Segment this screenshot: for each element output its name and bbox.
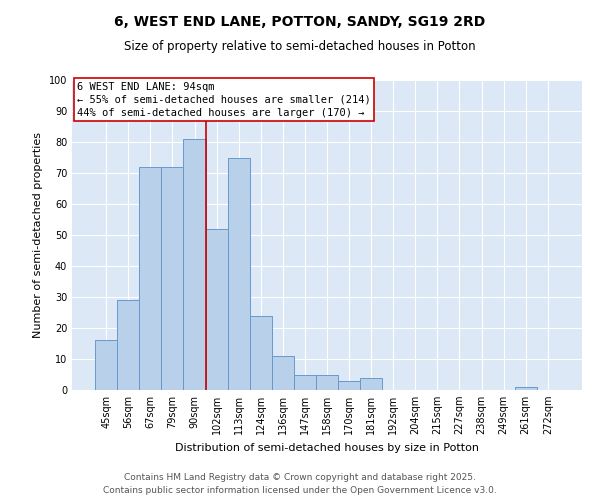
Bar xyxy=(95,340,117,390)
Text: Size of property relative to semi-detached houses in Potton: Size of property relative to semi-detach… xyxy=(124,40,476,53)
Bar xyxy=(117,300,139,390)
Bar xyxy=(184,139,206,390)
Text: 6, WEST END LANE, POTTON, SANDY, SG19 2RD: 6, WEST END LANE, POTTON, SANDY, SG19 2R… xyxy=(115,15,485,29)
Bar xyxy=(294,374,316,390)
X-axis label: Distribution of semi-detached houses by size in Potton: Distribution of semi-detached houses by … xyxy=(175,442,479,452)
Bar xyxy=(250,316,272,390)
Bar xyxy=(161,167,184,390)
Bar xyxy=(338,380,360,390)
Text: Contains HM Land Registry data © Crown copyright and database right 2025.
Contai: Contains HM Land Registry data © Crown c… xyxy=(103,474,497,495)
Bar xyxy=(227,158,250,390)
Bar xyxy=(139,167,161,390)
Y-axis label: Number of semi-detached properties: Number of semi-detached properties xyxy=(33,132,43,338)
Text: 6 WEST END LANE: 94sqm
← 55% of semi-detached houses are smaller (214)
44% of se: 6 WEST END LANE: 94sqm ← 55% of semi-det… xyxy=(77,82,371,118)
Bar xyxy=(515,387,537,390)
Bar xyxy=(272,356,294,390)
Bar xyxy=(206,229,227,390)
Bar xyxy=(360,378,382,390)
Bar xyxy=(316,374,338,390)
